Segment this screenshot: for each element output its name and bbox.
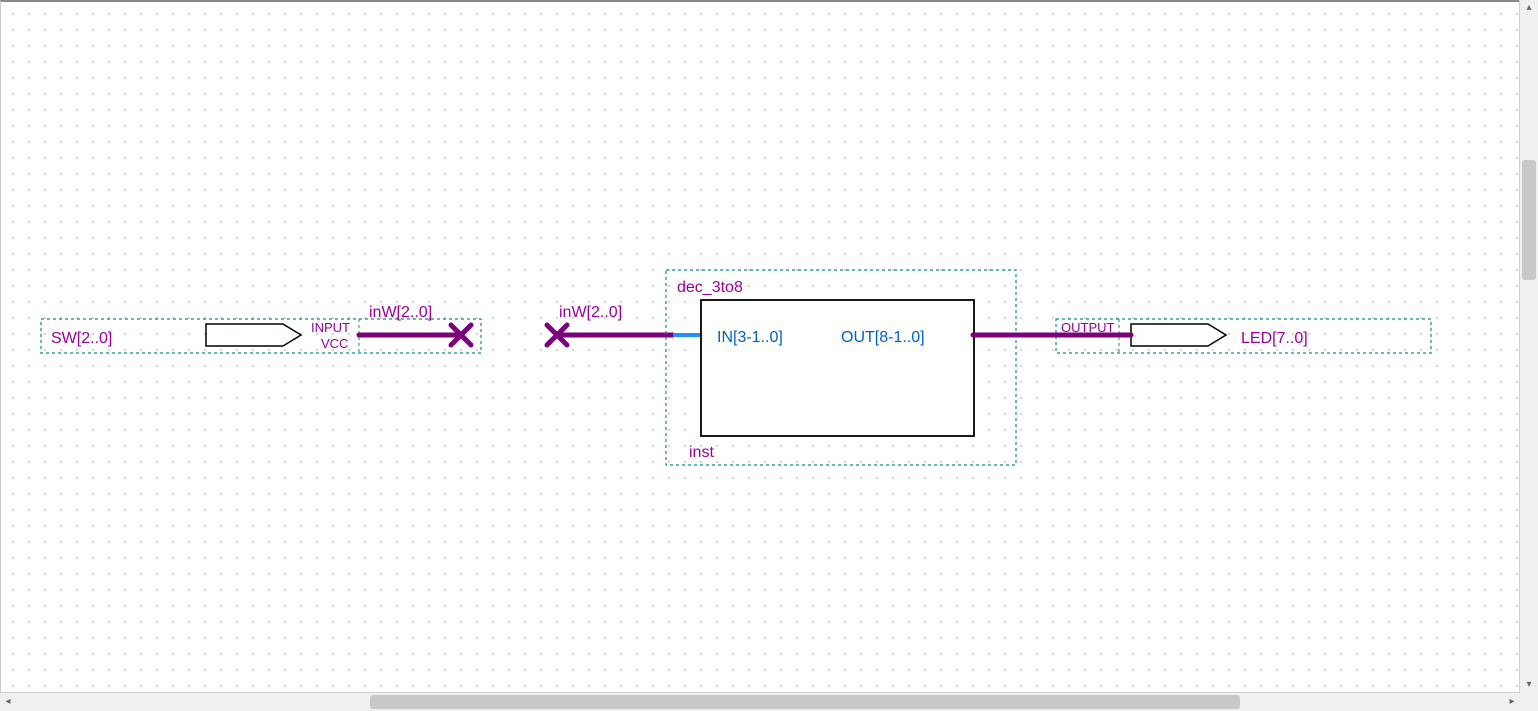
port-in-label: IN[3-1..0] <box>717 329 783 346</box>
scroll-down-arrow[interactable]: ▾ <box>1520 677 1538 693</box>
block-dec3to8[interactable]: dec_3to8 IN[3-1..0] OUT[8-1..0] inst <box>666 270 1016 465</box>
hscroll-thumb[interactable] <box>370 695 1240 709</box>
schematic-canvas[interactable]: SW[2..0] INPUT VCC inW[2..0] inW[2..0] <box>1 2 1521 695</box>
block-symbol <box>701 300 974 436</box>
scroll-right-arrow[interactable]: ▸ <box>1504 693 1520 711</box>
horizontal-scrollbar[interactable]: ◂ ▸ <box>0 692 1520 711</box>
block-title: dec_3to8 <box>677 279 743 296</box>
block-instance: inst <box>689 444 714 461</box>
net-label-left: inW[2..0] <box>369 304 432 321</box>
output-pin-symbol <box>1131 324 1226 346</box>
scroll-left-arrow[interactable]: ◂ <box>0 693 16 711</box>
port-out-label: OUT[8-1..0] <box>841 329 925 346</box>
scroll-corner <box>1520 693 1538 711</box>
output-pin-group[interactable]: OUTPUT LED[7..0] <box>1056 319 1431 353</box>
input-type-label: INPUT <box>311 320 350 335</box>
vscroll-thumb[interactable] <box>1522 160 1536 280</box>
scroll-up-arrow[interactable]: ▴ <box>1520 0 1538 16</box>
schematic-workspace[interactable]: SW[2..0] INPUT VCC inW[2..0] inW[2..0] <box>0 0 1521 695</box>
input-pin-name: SW[2..0] <box>51 330 112 347</box>
output-pin-name: LED[7..0] <box>1241 330 1308 347</box>
input-vcc-label: VCC <box>321 336 348 351</box>
net-label-stub: inW[2..0] <box>559 304 622 321</box>
vertical-scrollbar[interactable]: ▴ ▾ <box>1519 0 1538 693</box>
input-pin-symbol <box>206 324 301 346</box>
